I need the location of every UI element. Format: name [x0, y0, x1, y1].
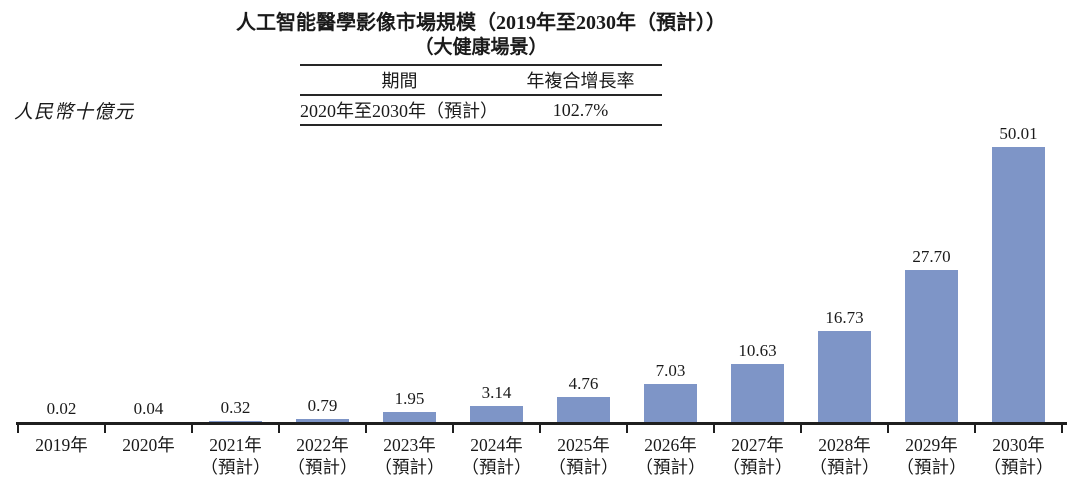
- bar-column: 4.76: [540, 374, 627, 423]
- bar: [383, 412, 436, 423]
- bar-column: 3.14: [453, 383, 540, 423]
- x-tick-label: 2022年 （預計）: [287, 435, 358, 477]
- x-tick-label: 2025年 （預計）: [548, 435, 619, 477]
- bar: [644, 384, 697, 423]
- axis-tick: [104, 422, 106, 433]
- axis-tick: [626, 422, 628, 433]
- bar: [818, 331, 871, 423]
- axis-tick: [191, 422, 193, 433]
- bar: [992, 147, 1045, 423]
- axis-tick: [800, 422, 802, 433]
- chart-subtitle: （大健康場景）: [414, 37, 548, 58]
- bar-chart: 0.02 0.04 0.32 0.79 1.95 3.14 4.76 7.03 10.63 16.…: [18, 124, 1062, 423]
- axis-tick: [17, 422, 19, 433]
- bar: [905, 270, 958, 423]
- bar-column: 0.02: [18, 399, 105, 423]
- x-axis-line: [16, 422, 1067, 425]
- bar-value-label: 16.73: [825, 308, 864, 327]
- axis-tick: [278, 422, 280, 433]
- x-tick-label: 2028年 （預計）: [809, 435, 880, 477]
- bar-value-label: 0.32: [220, 398, 251, 417]
- x-tick-label: 2030年 （預計）: [983, 435, 1054, 477]
- bar-value-label: 10.63: [738, 341, 777, 360]
- axis-tick: [887, 422, 889, 433]
- bar-column: 10.63: [714, 341, 801, 423]
- x-tick-label: 2029年 （預計）: [896, 435, 967, 477]
- x-tick-label: 2027年 （預計）: [722, 435, 793, 477]
- table-cell-cagr: 102.7%: [552, 99, 609, 120]
- x-tick-label: 2024年 （預計）: [461, 435, 532, 477]
- cagr-table-header-row: 期間 年複合增長率: [300, 66, 662, 96]
- bar-column: 0.32: [192, 398, 279, 423]
- table-header-period: 期間: [381, 71, 418, 91]
- bar-value-label: 0.04: [133, 399, 164, 418]
- bar-column: 7.03: [627, 361, 714, 423]
- bar-value-label: 0.02: [46, 399, 77, 418]
- bar-value-label: 4.76: [568, 374, 599, 393]
- axis-tick: [365, 422, 367, 433]
- bar-value-label: 27.70: [912, 247, 951, 266]
- axis-tick: [974, 422, 976, 433]
- bar-value-label: 50.01: [999, 124, 1038, 143]
- bar-column: 0.79: [279, 396, 366, 423]
- x-tick-label: 2020年: [122, 435, 175, 455]
- bar-value-label: 1.95: [394, 389, 425, 408]
- bar-column: 1.95: [366, 389, 453, 423]
- axis-tick: [452, 422, 454, 433]
- bar-column: 50.01: [975, 124, 1062, 423]
- bar-column: 27.70: [888, 247, 975, 423]
- axis-tick: [713, 422, 715, 433]
- table-header-cagr: 年複合增長率: [526, 71, 635, 91]
- bar: [296, 419, 349, 423]
- bar: [470, 406, 523, 423]
- bar: [557, 397, 610, 423]
- bar-value-label: 3.14: [481, 383, 512, 402]
- x-tick-label: 2019年: [35, 435, 88, 455]
- x-axis-labels: 2019年 2020年 2021年 （預計） 2022年 （預計） 2023年 （預計） 202…: [18, 434, 1062, 478]
- bar-value-label: 7.03: [655, 361, 686, 380]
- chart-header: 人工智能醫學影像市場規模（2019年至2030年（預計）） （大健康場景）: [0, 10, 962, 60]
- cagr-table-data-row: 2020年至2030年（預計） 102.7%: [300, 96, 662, 124]
- y-axis-unit-label: 人民幣十億元: [14, 102, 135, 123]
- bar: [731, 364, 784, 423]
- chart-title: 人工智能醫學影像市場規模（2019年至2030年（預計））: [236, 12, 726, 34]
- bar-column: 0.04: [105, 399, 192, 423]
- cagr-table: 期間 年複合增長率 2020年至2030年（預計） 102.7%: [300, 64, 662, 126]
- axis-tick: [539, 422, 541, 433]
- bar-column: 16.73: [801, 308, 888, 423]
- bar-value-label: 0.79: [307, 396, 338, 415]
- x-tick-label: 2021年 （預計）: [200, 435, 271, 477]
- table-cell-period: 2020年至2030年（預計）: [300, 101, 498, 121]
- x-tick-label: 2023年 （預計）: [374, 435, 445, 477]
- axis-tick: [1061, 422, 1063, 433]
- x-tick-label: 2026年 （預計）: [635, 435, 706, 477]
